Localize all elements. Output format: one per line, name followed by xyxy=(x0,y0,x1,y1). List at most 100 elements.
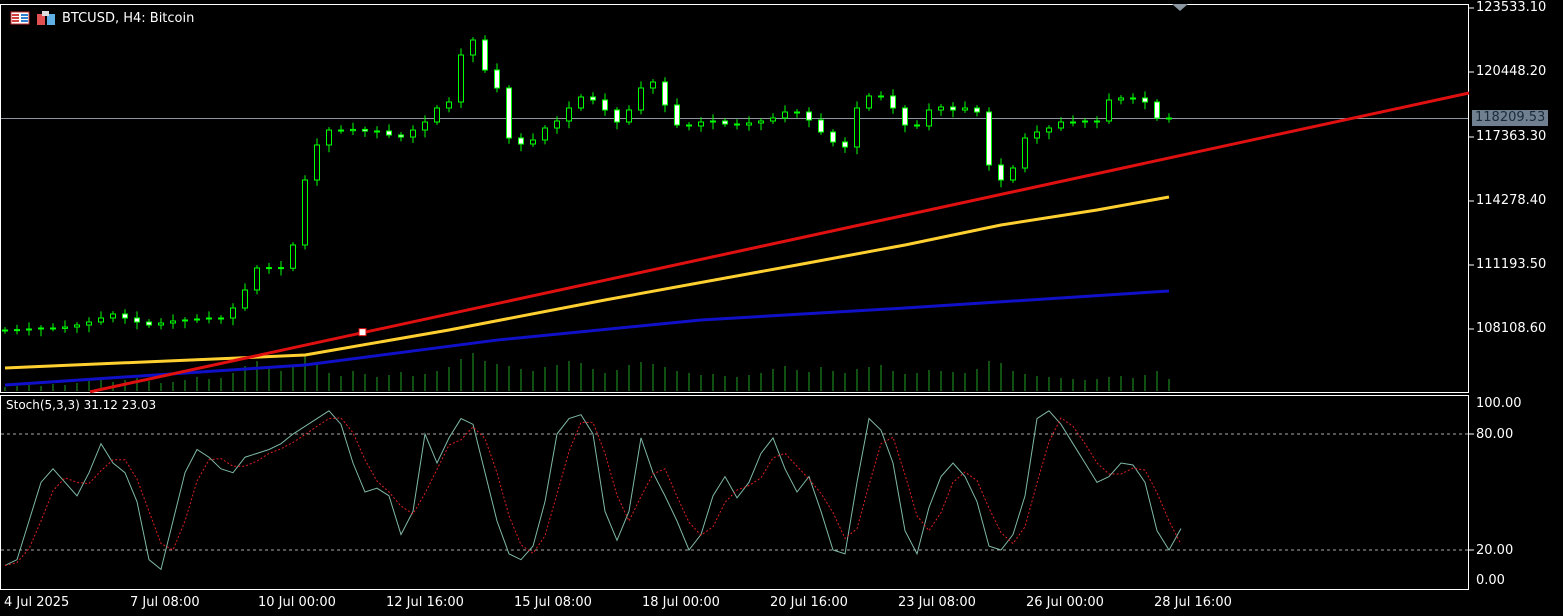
market-watch-icon[interactable] xyxy=(10,11,30,25)
candle-body xyxy=(1166,117,1172,120)
candle-body xyxy=(734,123,740,126)
bid-price-label: 118209.53 xyxy=(1472,110,1549,126)
candle-body xyxy=(1010,167,1016,181)
candle-body xyxy=(494,69,500,89)
candle-body xyxy=(26,328,32,331)
candle-body xyxy=(1058,121,1064,129)
price-tick: 120448.20 xyxy=(1476,64,1547,79)
price-tick: 114278.40 xyxy=(1476,193,1547,208)
candle-body xyxy=(218,317,224,320)
candle-body xyxy=(1070,121,1076,124)
chart-window-icon[interactable] xyxy=(36,11,56,25)
price-tick: 108108.60 xyxy=(1476,321,1547,336)
candle-body xyxy=(542,127,548,141)
candle-body xyxy=(242,289,248,309)
candle-body xyxy=(386,130,392,136)
candle-body xyxy=(794,111,800,114)
candle-body xyxy=(698,121,704,127)
time-tick: 18 Jul 00:00 xyxy=(642,595,720,610)
candle-body xyxy=(74,324,80,328)
candle-body xyxy=(518,137,524,145)
candle-body xyxy=(230,307,236,319)
candle-body xyxy=(854,107,860,148)
chart-title: BTCUSD, H4: Bitcoin xyxy=(62,10,195,26)
candle-body xyxy=(434,107,440,123)
candle-body xyxy=(62,326,68,329)
candle-body xyxy=(638,87,644,111)
stoch-main-line xyxy=(4,410,1182,571)
price-tick: 111193.50 xyxy=(1476,257,1547,272)
chart-header: BTCUSD, H4: Bitcoin xyxy=(10,8,194,28)
candle-body xyxy=(398,134,404,138)
stoch-tick: 100.00 xyxy=(1476,396,1522,411)
candle-body xyxy=(266,267,272,270)
candle-body xyxy=(422,121,428,131)
candle-body xyxy=(1142,97,1148,103)
candle-body xyxy=(1094,120,1100,123)
candle-body xyxy=(278,267,284,270)
candle-body xyxy=(614,109,620,123)
candle-body xyxy=(590,96,596,101)
candle-body xyxy=(326,129,332,146)
candle-body xyxy=(938,106,944,111)
candle-body xyxy=(2,329,8,332)
candle-body xyxy=(350,128,356,132)
candle-body xyxy=(770,117,776,122)
candle-body xyxy=(554,120,560,129)
stochastic-label: Stoch(5,3,3) 31.12 23.03 xyxy=(6,398,157,412)
time-tick: 7 Jul 08:00 xyxy=(130,595,200,610)
candle-body xyxy=(626,109,632,123)
time-tick: 20 Jul 16:00 xyxy=(770,595,848,610)
candle-body xyxy=(674,104,680,126)
price-tick: 123533.10 xyxy=(1476,0,1547,15)
price-tick: 117363.30 xyxy=(1476,129,1547,144)
candle-body xyxy=(830,131,836,143)
candle-body xyxy=(254,267,260,291)
candle-body xyxy=(662,81,668,106)
candle-body xyxy=(38,327,44,330)
candle-body xyxy=(290,244,296,269)
candle-body xyxy=(14,329,20,332)
candle-body xyxy=(338,129,344,132)
candle-body xyxy=(86,321,92,326)
candle-body xyxy=(650,81,656,89)
time-tick: 12 Jul 16:00 xyxy=(386,595,464,610)
candle-body xyxy=(446,101,452,109)
time-tick: 28 Jul 16:00 xyxy=(1154,595,1232,610)
candle-body xyxy=(686,124,692,127)
candle-body xyxy=(50,327,56,330)
candle-body xyxy=(806,111,812,121)
candle-body xyxy=(974,107,980,113)
candle-body xyxy=(482,39,488,71)
candle-body xyxy=(98,317,104,323)
candle-body xyxy=(962,107,968,111)
time-tick: 15 Jul 08:00 xyxy=(514,595,592,610)
candle-body xyxy=(950,106,956,111)
main-pane-frame xyxy=(0,4,1469,393)
candle-body xyxy=(1034,131,1040,139)
candle-body xyxy=(578,96,584,109)
stoch-signal-line xyxy=(4,417,1182,566)
candle-body xyxy=(710,120,716,123)
candle-body xyxy=(722,120,728,125)
candle-body xyxy=(458,54,464,103)
candle-body xyxy=(1130,97,1136,100)
candle-body xyxy=(410,129,416,138)
candle-body xyxy=(1082,120,1088,123)
candle-body xyxy=(374,130,380,133)
trendline-anchor-handle[interactable] xyxy=(358,328,367,337)
candle-body xyxy=(302,179,308,246)
candle-body xyxy=(1106,99,1112,122)
candle-body xyxy=(530,139,536,145)
candle-body xyxy=(782,111,788,119)
candle-body xyxy=(134,317,140,323)
candle-body xyxy=(890,95,896,109)
moving-average-slow xyxy=(4,289,1170,387)
candle-body xyxy=(602,99,608,111)
candle-body xyxy=(506,87,512,139)
candle-body xyxy=(746,122,752,126)
time-tick: 10 Jul 00:00 xyxy=(258,595,336,610)
candle-body xyxy=(998,164,1004,181)
stoch-tick: 0.00 xyxy=(1476,573,1505,588)
